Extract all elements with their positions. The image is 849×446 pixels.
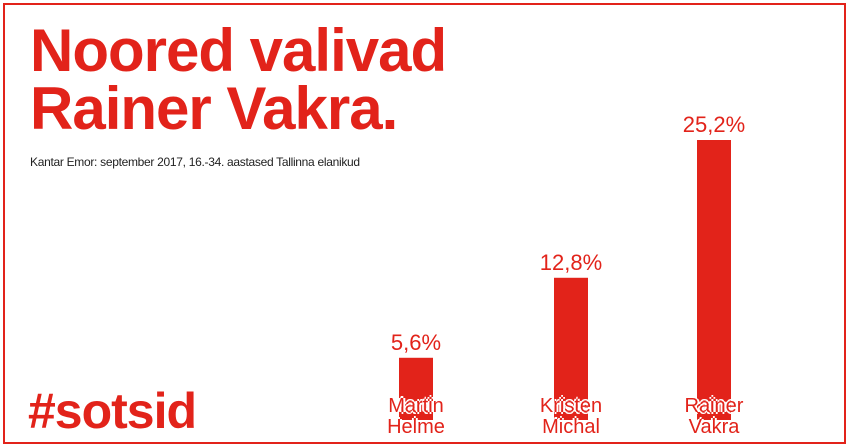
category-label: Rainer Vakra bbox=[674, 396, 754, 438]
category-label: Kristen Michal bbox=[531, 396, 611, 438]
value-label: 25,2% bbox=[683, 112, 745, 137]
value-label: 5,6% bbox=[391, 330, 441, 355]
poster: Noored valivad Rainer Vakra. Kantar Emor… bbox=[0, 0, 849, 446]
bar bbox=[697, 140, 731, 420]
value-label: 12,8% bbox=[540, 250, 602, 275]
chart: 5,6% 12,8% 25,2% bbox=[0, 0, 849, 446]
category-label: Martin Helme bbox=[376, 396, 456, 438]
